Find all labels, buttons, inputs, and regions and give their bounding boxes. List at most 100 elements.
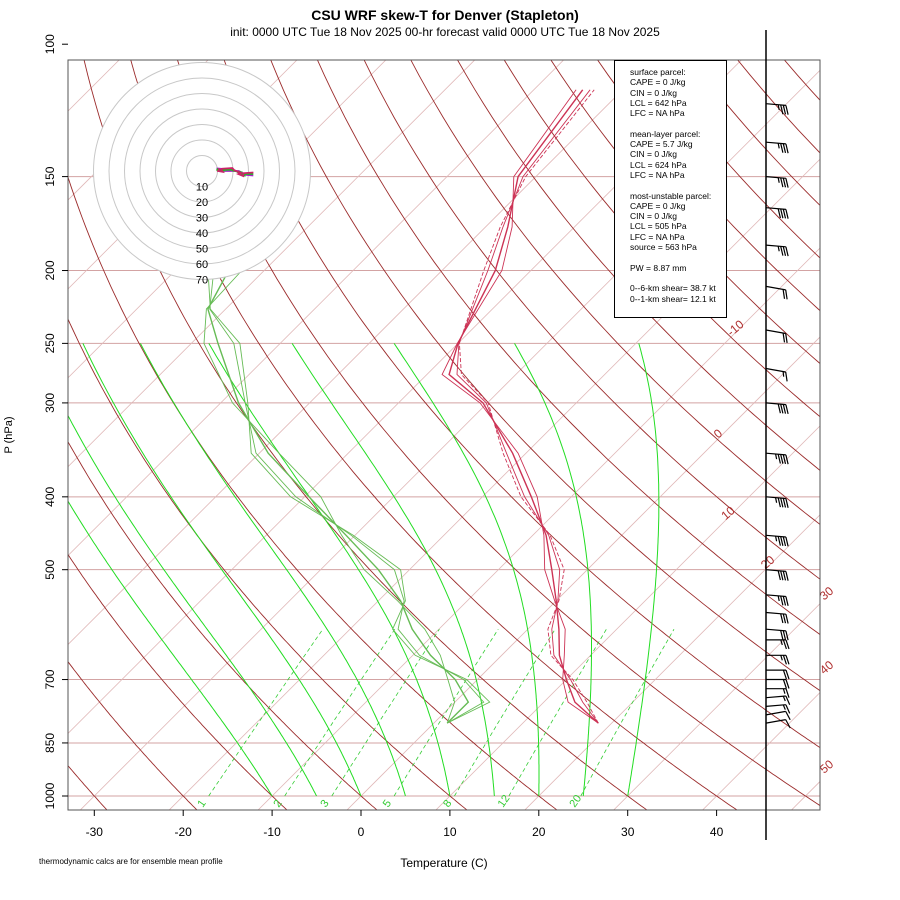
x-tick-label-10: 10 [443,825,457,839]
wind-barb-flag [785,209,789,219]
isotherm-0 [346,336,820,810]
wind-barb-flag [777,454,781,464]
wind-barb-flag [785,688,790,698]
wind-barb-9 [765,628,789,641]
wind-barb-flag [777,536,781,546]
wind-barb-staff [765,367,786,373]
isotherm--60 [68,60,565,557]
wind-barb-flag [785,404,789,415]
wind-barb-flag [780,536,784,546]
wind-barb-flag [780,454,784,464]
wind-barb-flag [780,595,784,606]
wind-barb-flag [782,669,787,680]
hodograph-ring-50 [124,93,280,249]
wind-barb-flag [782,404,787,414]
wind-barb-flag [785,178,789,188]
wind-barb-12 [765,569,789,581]
moist-adiabat-0 [82,343,362,797]
hodograph-background [93,62,311,280]
isotherm--50 [68,60,654,646]
wind-barb-flag [785,695,791,705]
dry-adiabat-0 [68,440,378,810]
moist-adiabat-20 [393,343,540,796]
wind-barb-half-flag [782,695,786,702]
wind-barb-22 [765,176,789,188]
mixing-ratio-line-12 [508,628,607,797]
wind-barb-staff [765,594,786,598]
wind-barb-flag [785,719,791,729]
wind-barb-15 [765,452,789,465]
wind-barb-5 [766,678,790,689]
plot-frame [67,59,821,811]
most-unstable-cape: CAPE = 0 J/kg [630,200,686,211]
wind-barb-flag [782,639,787,650]
wind-barb-flag [782,143,787,154]
shear-group: 0--6-km shear= 38.7 kt 0--1-km shear= 12… [630,283,724,304]
wind-barb-flag [782,630,787,641]
dry-adiabat-70 [270,60,820,692]
wind-barb-flag [777,570,781,581]
x-tick-label-20: 20 [532,825,546,839]
wind-barb-flag [782,105,787,115]
mixing-ratio-line-2 [284,628,396,797]
wind-barb-half-flag [775,535,778,542]
wind-barb-staff [765,141,786,145]
wind-barb-flag [782,246,787,256]
dry-adiabat-130 [550,60,820,365]
y-axis-label: P (hPa) [3,416,15,453]
mixing-ratio-line-8 [454,628,556,797]
wind-barb-staff [765,710,786,716]
wind-barb-half-flag [775,497,778,503]
mean-layer-lcl: LCL = 624 hPa [630,159,687,170]
wind-barb-flag [777,208,781,219]
y-tick-label-100: 100 [43,34,57,54]
surface-parcel-heading: surface parcel: [630,67,686,77]
wind-barb-staff [765,719,786,724]
wind-barb-flag [785,630,789,641]
isotherm-label-10: 10 [718,503,737,523]
wind-barb-half-flag [777,104,780,111]
moist-adiabat-5 [139,343,406,797]
isotherm-label-minus10: -10 [724,317,747,339]
y-tick-label-400: 400 [43,486,57,506]
wind-barb-flag [780,208,784,219]
wind-barb-flag [785,571,789,581]
y-tick-label-300: 300 [43,393,57,413]
wind-barb-flag [785,614,789,624]
dry-adiabat-10 [68,318,468,810]
y-tick-label-500: 500 [43,559,57,579]
wind-barb-half-flag [780,639,783,646]
hodograph-ring-label-60: 60 [196,259,208,271]
hodograph-ring-label-20: 20 [196,197,208,209]
x-tick-label--10: -10 [263,825,281,839]
chart-subtitle: init: 0000 UTC Tue 18 Nov 2025 00-hr for… [230,25,660,39]
dewpoint-trace-3 [207,235,491,724]
wind-barb-24 [765,103,789,115]
wind-barb-flag [782,536,787,547]
wind-barb-21 [765,207,789,219]
dewpoint-profiles [203,235,491,724]
dry-adiabat-30 [83,60,648,810]
wind-barb-flag [782,613,787,624]
y-tick-label-150: 150 [43,166,57,186]
wind-barb-staff [765,285,786,291]
wind-barb-20 [765,244,789,257]
wind-barb-flag [785,246,789,257]
most-unstable-lfc: LFC = NA hPa [630,231,685,242]
precipitable-water-group: PW = 8.87 mm [630,263,724,273]
wind-barb-staff [765,244,786,248]
wind-barb-flag [782,332,786,343]
mixing-ratio-line-5 [393,628,499,797]
x-tick-label--20: -20 [175,825,193,839]
wind-barb-3 [765,695,791,705]
wind-barb-16 [765,402,789,415]
moist-adiabat-30 [627,343,660,797]
y-tick-label-850: 850 [43,733,57,753]
wind-barb-half-flag [775,453,778,460]
x-axis-label: Temperature (C) [400,856,487,870]
y-tick-label-250: 250 [43,333,57,353]
dry-adiabat-110 [457,60,820,471]
most-unstable-parcel-group: most-unstable parcel: CAPE = 0 J/kg CIN … [630,191,724,253]
wind-barb-13 [765,534,789,547]
footnote: thermodynamic calcs are for ensemble mea… [39,857,223,866]
